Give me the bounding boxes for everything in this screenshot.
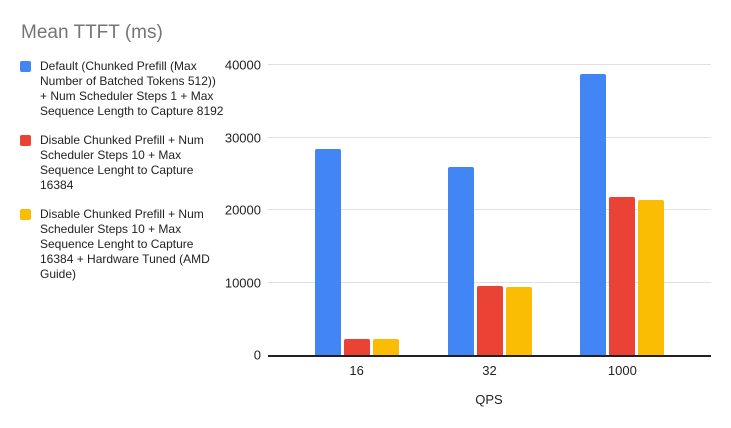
gridline-20000 bbox=[268, 209, 711, 210]
legend-item-1: Default (Chunked Prefill (Max Number of … bbox=[20, 59, 232, 119]
y-tick-label-10000: 10000 bbox=[224, 275, 261, 290]
legend-item-label: Default (Chunked Prefill (Max Number of … bbox=[40, 59, 224, 118]
y-tick-label-20000: 20000 bbox=[224, 202, 261, 218]
x-tick-label-32: 32 bbox=[482, 363, 497, 378]
bar-series1-qps-16 bbox=[314, 149, 341, 355]
bar-series3-qps-1000 bbox=[638, 199, 665, 355]
bar-series2-qps-16 bbox=[343, 339, 370, 355]
bar-series3-qps-32 bbox=[505, 286, 532, 355]
bar-series2-qps-32 bbox=[476, 286, 503, 355]
legend-item-3: Disable Chunked Prefill + Num Scheduler … bbox=[20, 207, 232, 282]
gridline-40000 bbox=[268, 64, 711, 65]
x-tick-label-16: 16 bbox=[349, 363, 364, 378]
bar-group-qps-32 bbox=[447, 65, 532, 355]
legend-swatch-1 bbox=[20, 61, 31, 72]
gridline-10000 bbox=[268, 281, 711, 283]
bar-series1-qps-32 bbox=[447, 166, 474, 355]
y-tick-label-0: 0 bbox=[253, 347, 261, 363]
bar-series3-qps-16 bbox=[372, 339, 399, 355]
y-axis: 0 10000 20000 30000 40000 bbox=[0, 59, 261, 362]
legend-swatch-3 bbox=[20, 209, 31, 220]
plot-area: 16 32 1000 bbox=[268, 64, 711, 378]
chart-title: Mean TTFT (ms) bbox=[21, 22, 163, 43]
y-tick-label-30000: 30000 bbox=[224, 130, 261, 145]
legend-swatch-2 bbox=[20, 135, 31, 146]
legend-item-label: Disable Chunked Prefill + Num Scheduler … bbox=[40, 207, 210, 281]
bar-series2-qps-1000 bbox=[609, 196, 636, 355]
y-tick-label-40000: 40000 bbox=[224, 57, 261, 73]
legend-item-2: Disable Chunked Prefill + Num Scheduler … bbox=[20, 133, 232, 193]
legend: Default (Chunked Prefill (Max Number of … bbox=[20, 59, 232, 296]
bar-series1-qps-1000 bbox=[580, 74, 607, 355]
x-tick-label-1000: 1000 bbox=[607, 363, 637, 378]
x-axis-title: QPS bbox=[475, 392, 503, 407]
bar-group-qps-1000 bbox=[580, 65, 665, 355]
bar-group-qps-16 bbox=[314, 65, 399, 355]
gridline-30000 bbox=[268, 136, 711, 138]
legend-item-label: Disable Chunked Prefill + Num Scheduler … bbox=[40, 133, 204, 192]
